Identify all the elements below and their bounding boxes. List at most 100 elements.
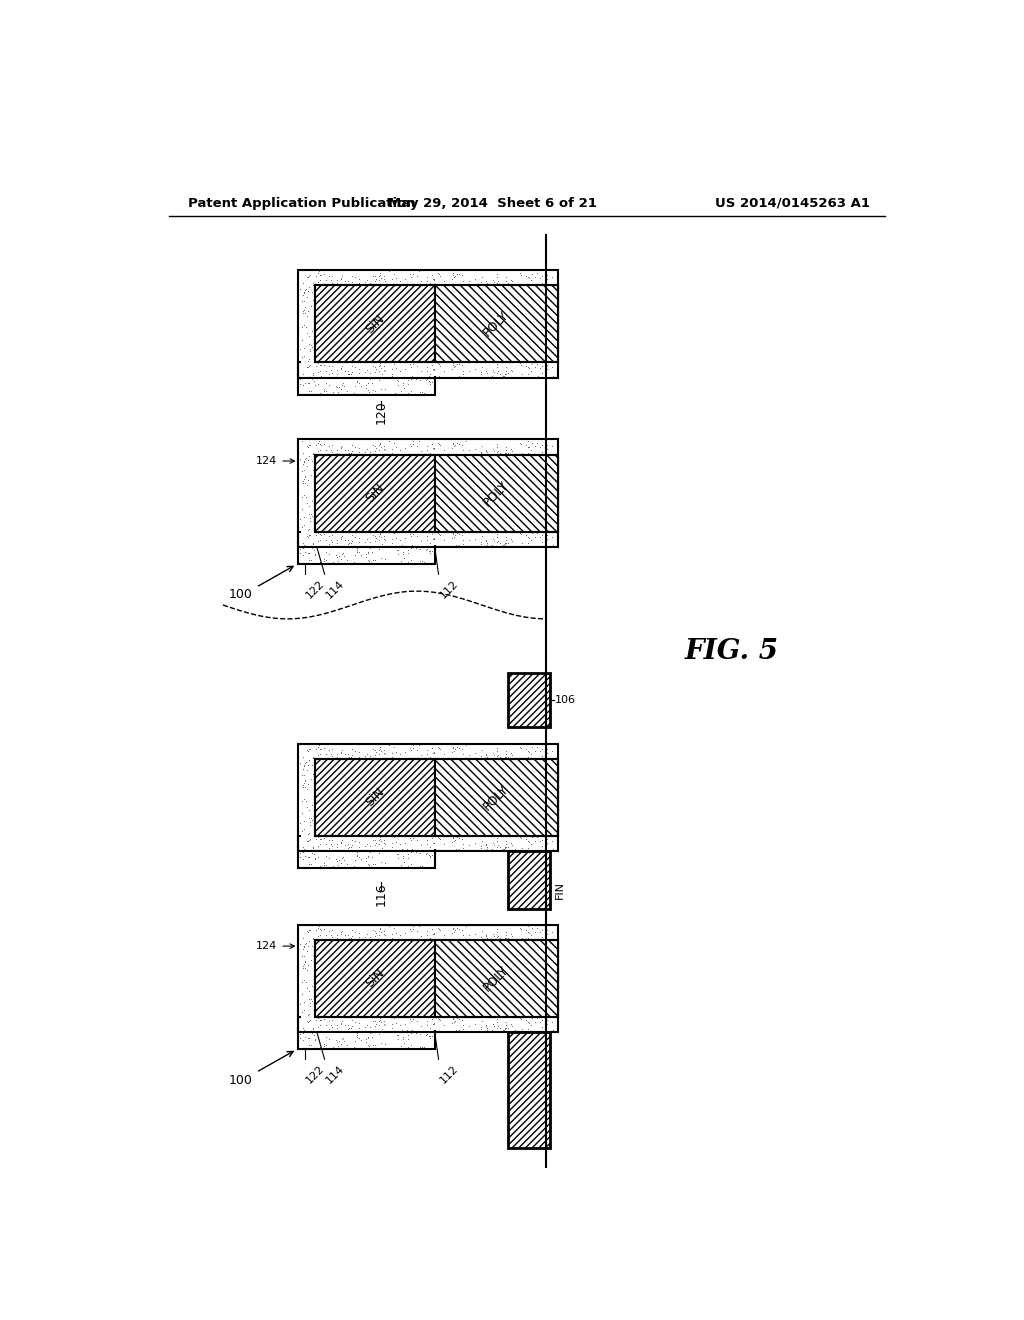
Point	[305, 948, 322, 969]
Point	[301, 265, 317, 286]
Point	[416, 516, 432, 537]
Point	[428, 826, 444, 847]
Point	[300, 356, 316, 378]
Point	[322, 516, 338, 537]
Point	[409, 362, 425, 383]
Point	[322, 818, 338, 840]
Point	[442, 998, 459, 1019]
Point	[304, 519, 321, 540]
Point	[350, 512, 367, 533]
Point	[377, 355, 393, 376]
Point	[446, 974, 463, 995]
Point	[386, 826, 402, 847]
Point	[515, 828, 531, 849]
Point	[525, 351, 542, 372]
Point	[499, 444, 515, 465]
Point	[368, 832, 384, 853]
Point	[397, 359, 414, 380]
Point	[338, 503, 354, 524]
Point	[389, 467, 406, 488]
Point	[376, 265, 392, 286]
Point	[364, 1005, 380, 1026]
Point	[447, 495, 464, 516]
Point	[461, 360, 477, 381]
Point	[365, 487, 381, 508]
Point	[387, 433, 403, 454]
Point	[397, 364, 414, 385]
Point	[353, 986, 370, 1007]
Point	[488, 532, 505, 553]
Point	[364, 527, 380, 548]
Point	[353, 529, 370, 550]
Point	[454, 434, 470, 455]
Point	[524, 1018, 541, 1039]
Point	[335, 744, 351, 766]
Point	[498, 304, 514, 325]
Point	[523, 454, 540, 475]
Point	[495, 929, 511, 950]
Point	[378, 742, 394, 763]
Point	[482, 940, 499, 961]
Point	[461, 925, 477, 946]
Point	[315, 263, 332, 284]
Point	[500, 1003, 516, 1024]
Point	[331, 517, 347, 539]
Point	[469, 364, 485, 385]
Point	[295, 1022, 311, 1043]
Point	[331, 821, 347, 842]
Point	[332, 523, 348, 544]
Bar	[298, 836, 435, 869]
Point	[540, 326, 556, 347]
Point	[294, 972, 310, 993]
Point	[329, 924, 345, 945]
Point	[315, 1008, 332, 1030]
Point	[454, 263, 470, 284]
Point	[426, 528, 442, 549]
Point	[337, 533, 353, 554]
Point	[341, 329, 357, 350]
Point	[522, 840, 539, 861]
Point	[343, 533, 359, 554]
Point	[392, 531, 409, 552]
Point	[359, 440, 376, 461]
Point	[392, 925, 409, 946]
Point	[304, 321, 321, 342]
Point	[463, 337, 479, 358]
Point	[530, 272, 547, 293]
Point	[449, 1002, 465, 1023]
Point	[322, 924, 338, 945]
Point	[426, 528, 442, 549]
Point	[385, 755, 401, 776]
Point	[407, 830, 423, 851]
Point	[345, 499, 361, 520]
Point	[547, 939, 563, 960]
Point	[377, 491, 393, 512]
Point	[423, 482, 439, 503]
Point	[481, 521, 498, 543]
Bar	[315, 759, 435, 836]
Point	[467, 331, 483, 352]
Point	[349, 482, 366, 503]
Point	[450, 432, 466, 453]
Point	[310, 374, 327, 395]
Point	[310, 536, 327, 557]
Point	[327, 350, 343, 371]
Point	[477, 325, 494, 346]
Point	[392, 272, 409, 293]
Point	[315, 380, 332, 401]
Point	[362, 284, 379, 305]
Point	[327, 950, 343, 972]
Point	[356, 362, 373, 383]
Point	[369, 269, 385, 290]
Point	[336, 545, 352, 566]
Point	[498, 436, 514, 457]
Point	[367, 356, 383, 378]
Point	[534, 301, 550, 322]
Point	[384, 973, 400, 994]
Point	[425, 784, 441, 805]
Point	[344, 804, 360, 825]
Point	[337, 792, 353, 813]
Point	[383, 826, 399, 847]
Point	[475, 989, 492, 1010]
Point	[312, 932, 329, 953]
